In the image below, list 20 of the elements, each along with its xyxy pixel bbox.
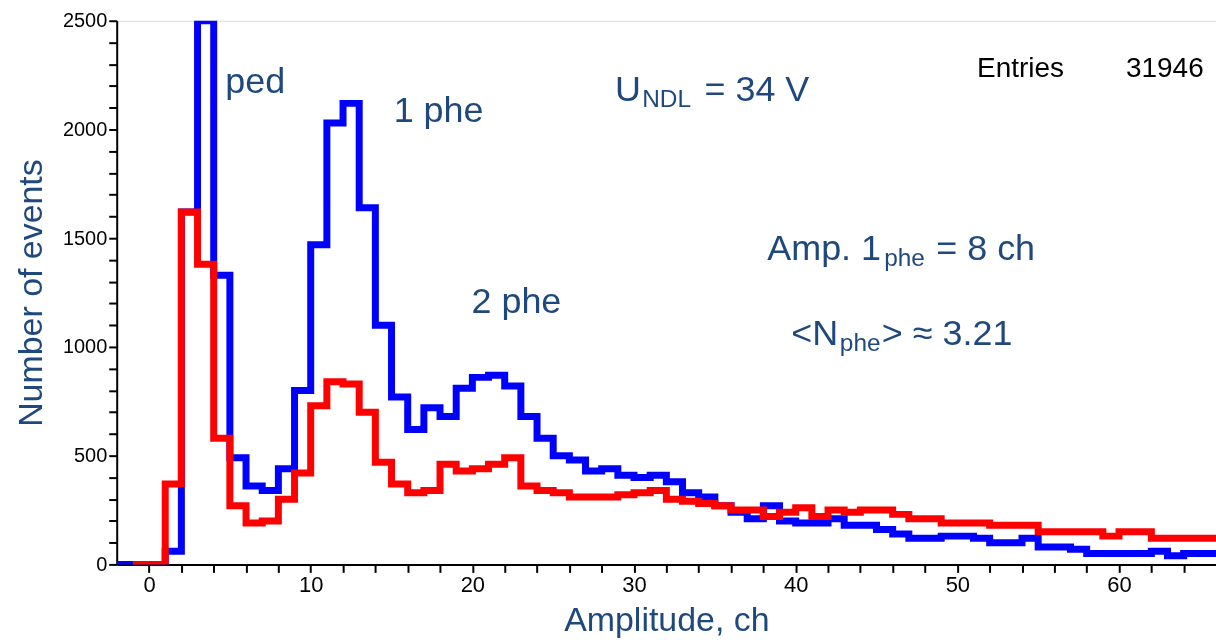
y-tick-label: 500	[73, 444, 108, 467]
y-tick-label: 2000	[62, 117, 108, 140]
y-tick-label: 1500	[62, 226, 108, 249]
annotation: ped	[225, 59, 286, 101]
x-tick-label: 10	[299, 571, 324, 597]
annotation: Entries	[977, 51, 1064, 83]
x-tick-label: 0	[143, 571, 156, 597]
x-axis-title: Amplitude, ch	[564, 599, 770, 638]
x-tick-label: 50	[945, 571, 971, 597]
annotation: 1 phe	[393, 89, 484, 131]
annotation: 31946	[1126, 51, 1204, 83]
x-tick-label: 30	[622, 571, 647, 597]
x-tick-label: 20	[460, 571, 486, 597]
annotation: 2 phe	[471, 280, 562, 322]
y-axis-title: Number of events	[10, 159, 49, 427]
x-tick-label: 60	[1107, 571, 1132, 597]
x-tick-label: 40	[783, 571, 809, 597]
y-tick-label: 1000	[62, 335, 108, 358]
y-tick-label: 2500	[62, 9, 108, 32]
y-tick-label: 0	[96, 552, 108, 575]
